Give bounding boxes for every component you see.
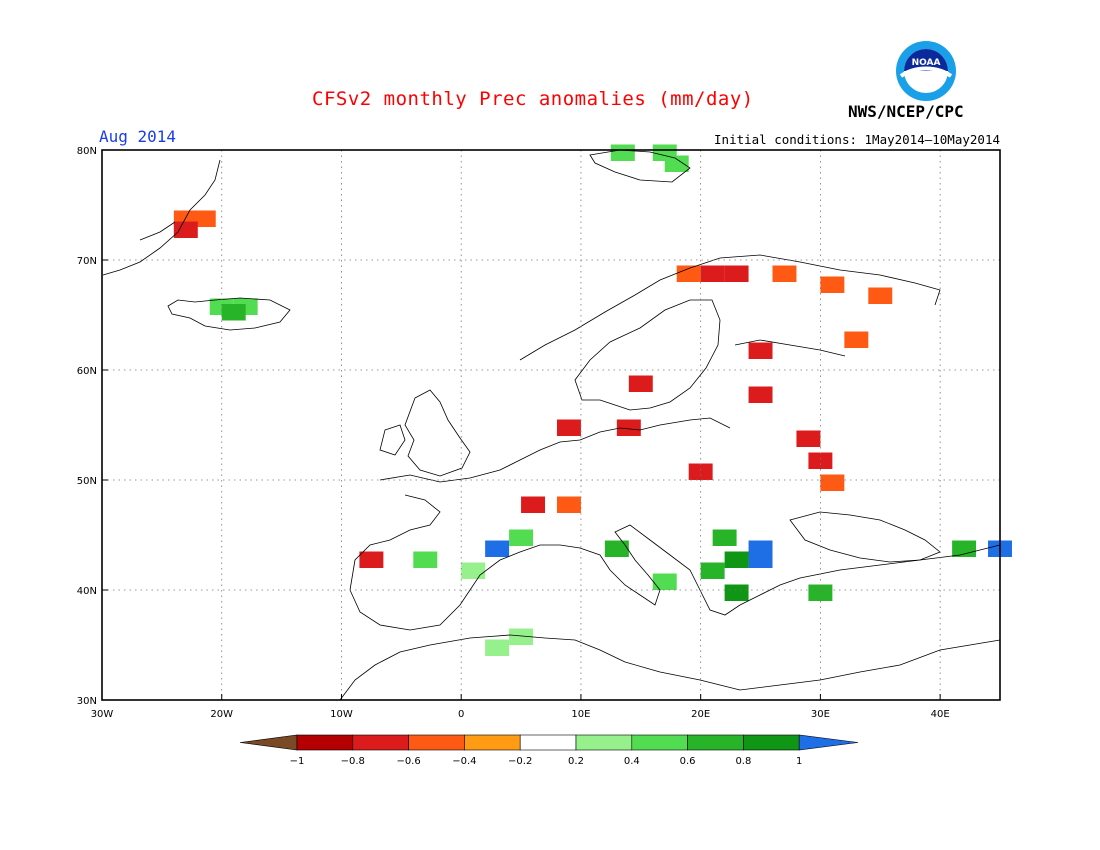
anomaly-cell bbox=[610, 144, 635, 161]
tick-labels: 30W 20W 10W 0 10E 20E 30E 40E 80N 70N 60N 50N 40N 30N bbox=[77, 146, 950, 720]
anomaly-cell bbox=[748, 551, 773, 568]
anomaly-cell bbox=[820, 276, 845, 293]
anomaly-cell bbox=[521, 496, 546, 513]
legend-label: 0.2 bbox=[568, 756, 584, 767]
anomaly-cell bbox=[688, 463, 713, 480]
legend-swatch bbox=[464, 734, 521, 751]
anomaly-cell bbox=[748, 342, 773, 359]
legend-swatch bbox=[296, 734, 354, 751]
color-legend: −1 −0.8 −0.6 −0.4 −0.2 0.2 0.4 0.6 0.8 1 bbox=[239, 734, 859, 767]
legend-swatch bbox=[352, 734, 409, 751]
month-label: Aug 2014 bbox=[99, 127, 177, 146]
legend-arrow-low bbox=[239, 734, 298, 751]
anomaly-cell bbox=[796, 430, 821, 447]
anomaly-cell bbox=[628, 375, 653, 392]
anomaly-cell bbox=[652, 573, 677, 590]
lon-tick-label: 20E bbox=[691, 709, 710, 720]
legend-swatch bbox=[575, 734, 633, 751]
legend-label: 1 bbox=[796, 756, 802, 767]
scandinavia-coast bbox=[519, 254, 941, 411]
greenland-coast bbox=[102, 159, 221, 276]
map-frame bbox=[101, 149, 1001, 701]
anomaly-cell bbox=[724, 584, 749, 601]
anomaly-cell bbox=[724, 551, 749, 568]
legend-label: −0.6 bbox=[396, 756, 420, 767]
anomaly-cell bbox=[664, 155, 689, 172]
anomaly-cell bbox=[485, 540, 510, 557]
anomaly-cell bbox=[556, 496, 581, 513]
lat-tick-label: 40N bbox=[77, 586, 97, 597]
logo-text: NOAA bbox=[912, 58, 941, 68]
legend-swatch bbox=[687, 734, 744, 751]
anomaly-cell bbox=[173, 221, 198, 238]
lat-lon-grid bbox=[102, 150, 1000, 700]
svalbard-coast bbox=[589, 149, 691, 183]
chart-title: CFSv2 monthly Prec anomalies (mm/day) bbox=[312, 88, 754, 110]
coastlines bbox=[102, 149, 1001, 701]
lat-tick-label: 30N bbox=[77, 696, 97, 707]
lon-tick-label: 20W bbox=[210, 709, 233, 720]
lon-tick-label: 10W bbox=[330, 709, 353, 720]
africa-coast bbox=[339, 634, 1001, 701]
continent-coast bbox=[349, 417, 1001, 631]
legend-swatch bbox=[743, 734, 800, 751]
legend-label: −0.8 bbox=[341, 756, 365, 767]
anomaly-cell bbox=[844, 331, 869, 348]
anomaly-cell bbox=[952, 540, 977, 557]
anomaly-cell bbox=[724, 265, 749, 282]
lon-tick-label: 30W bbox=[91, 709, 114, 720]
legend-label: −0.2 bbox=[508, 756, 532, 767]
anomaly-cell bbox=[461, 562, 486, 579]
legend-swatch bbox=[519, 734, 577, 751]
anomaly-cell bbox=[712, 529, 737, 546]
anomaly-cell bbox=[748, 386, 773, 403]
anomaly-cell bbox=[616, 419, 641, 436]
initial-conditions-label: Initial conditions: 1May2014—10May2014 bbox=[714, 132, 1000, 147]
anomaly-cell bbox=[604, 540, 629, 557]
anomaly-cell bbox=[808, 584, 833, 601]
legend-label: −1 bbox=[290, 756, 305, 767]
anomaly-cell bbox=[509, 628, 534, 645]
lat-tick-label: 50N bbox=[77, 476, 97, 487]
organization-label: NWS/NCEP/CPC bbox=[848, 102, 964, 121]
anomaly-cell bbox=[676, 265, 701, 282]
anomaly-cell bbox=[509, 529, 534, 546]
anomaly-cell bbox=[700, 265, 725, 282]
lat-tick-label: 80N bbox=[77, 146, 97, 157]
anomaly-cell bbox=[772, 265, 797, 282]
anomaly-cell bbox=[359, 551, 384, 568]
lon-tick-label: 0 bbox=[458, 709, 464, 720]
anomaly-cell bbox=[413, 551, 438, 568]
britain-coast bbox=[379, 389, 471, 477]
noaa-logo: NOAA bbox=[895, 40, 957, 106]
legend-label: 0.4 bbox=[624, 756, 640, 767]
anomaly-cell bbox=[221, 304, 246, 321]
anomaly-cell bbox=[868, 287, 893, 304]
lat-tick-label: 70N bbox=[77, 256, 97, 267]
legend-arrow-high bbox=[798, 734, 859, 751]
legend-swatch bbox=[631, 734, 688, 751]
legend-label: 0.8 bbox=[735, 756, 751, 767]
legend-swatch bbox=[408, 734, 465, 751]
anomaly-cell bbox=[485, 639, 510, 656]
black-sea-coast bbox=[789, 511, 941, 563]
anomaly-cell bbox=[820, 474, 845, 491]
anomaly-cell bbox=[556, 419, 581, 436]
lon-tick-label: 30E bbox=[811, 709, 830, 720]
anomaly-cells bbox=[173, 144, 1012, 656]
anomaly-cell bbox=[700, 562, 725, 579]
legend-label: −0.4 bbox=[452, 756, 476, 767]
iceland-coast bbox=[167, 297, 291, 331]
lon-tick-label: 10E bbox=[571, 709, 590, 720]
legend-label: 0.6 bbox=[680, 756, 696, 767]
lon-tick-label: 40E bbox=[931, 709, 950, 720]
anomaly-cell bbox=[808, 452, 833, 469]
lat-tick-label: 60N bbox=[77, 366, 97, 377]
